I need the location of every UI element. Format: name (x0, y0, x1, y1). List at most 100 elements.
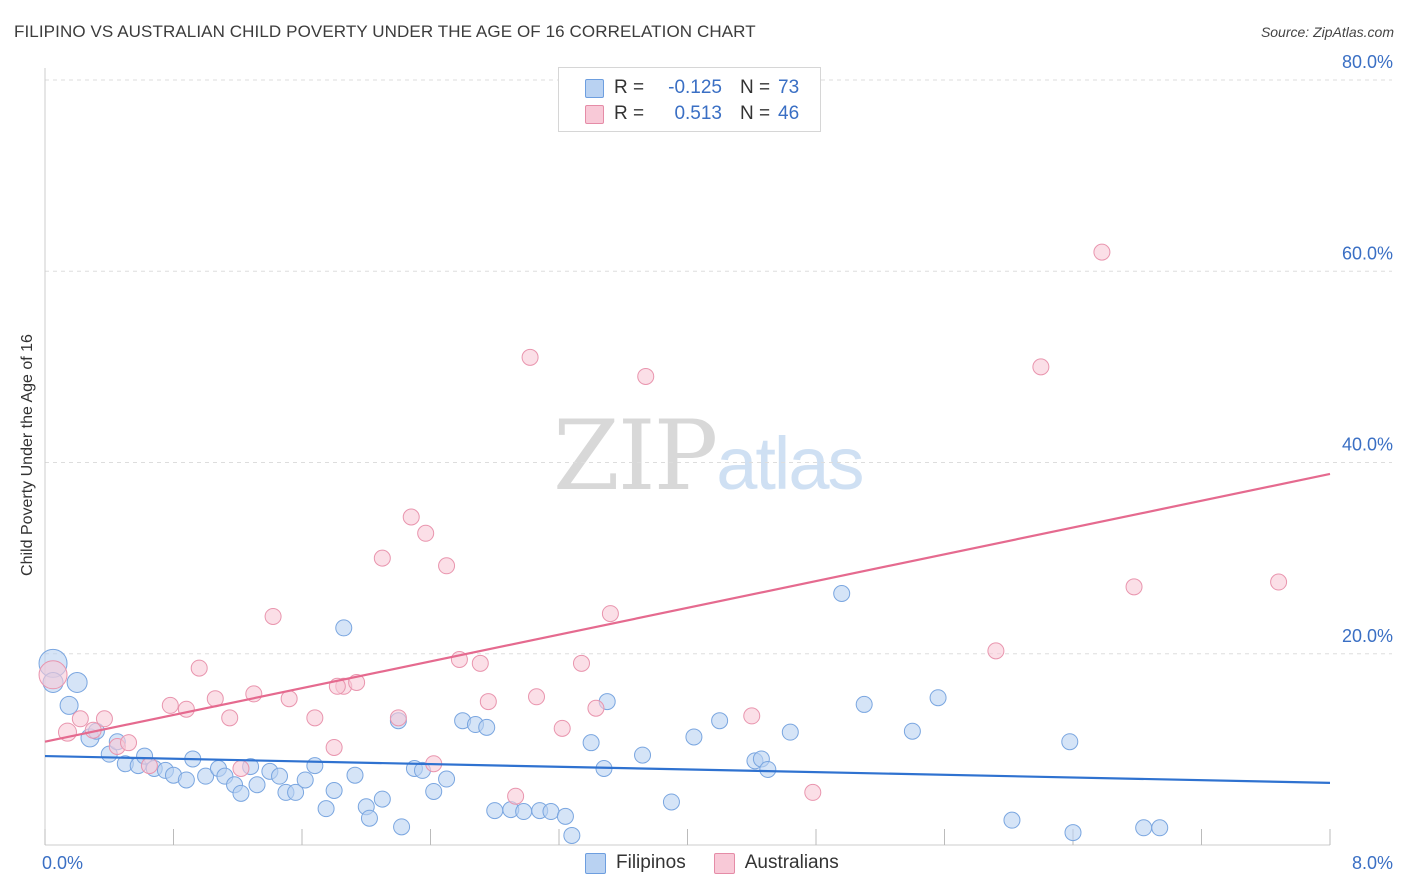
point-australians (1093, 243, 1111, 261)
point-australians (120, 734, 138, 752)
legend-n-value-australians: 46 (778, 103, 800, 124)
point-australians (140, 757, 158, 775)
point-australians (637, 367, 655, 385)
point-filipinos (425, 782, 443, 800)
trendline-filipinos (44, 754, 1331, 784)
series-swatch-filipinos (585, 852, 606, 874)
point-filipinos (833, 585, 851, 603)
legend-n-label: N = (740, 77, 771, 98)
legend-r-label: R = (614, 77, 645, 98)
point-filipinos (634, 746, 652, 764)
point-australians (601, 605, 619, 623)
point-filipinos (177, 771, 195, 789)
point-filipinos (781, 723, 799, 741)
point-australians (743, 707, 761, 725)
point-australians (402, 508, 420, 526)
point-australians (161, 696, 179, 714)
legend-row-australians: R = 0.513 N = 46 (585, 102, 799, 126)
point-filipinos (711, 712, 729, 730)
point-australians (804, 783, 822, 801)
point-filipinos (296, 771, 314, 789)
point-filipinos (662, 793, 680, 811)
point-filipinos (59, 695, 79, 715)
legend-r-value-australians: 0.513 (674, 103, 722, 124)
legend-r-value-filipinos: -0.125 (668, 77, 722, 98)
point-filipinos (929, 689, 947, 707)
point-australians (373, 549, 391, 567)
point-filipinos (346, 766, 364, 784)
point-filipinos (197, 767, 215, 785)
point-filipinos (542, 803, 560, 821)
point-australians (190, 659, 208, 677)
point-australians (95, 710, 113, 728)
point-filipinos (66, 671, 88, 693)
point-australians (528, 688, 546, 706)
legend-swatch-filipinos (585, 78, 604, 98)
point-filipinos (685, 728, 703, 746)
y-tick-label: 60.0% (1342, 243, 1393, 263)
chart-title: FILIPINO VS AUSTRALIAN CHILD POVERTY UND… (14, 22, 756, 41)
point-australians (572, 654, 590, 672)
legend-row-filipinos: R = -0.125 N = 73 (585, 76, 799, 100)
point-filipinos (855, 695, 873, 713)
point-australians (1032, 358, 1050, 376)
y-tick-label: 80.0% (1342, 52, 1393, 72)
source-label: Source: ZipAtlas.com (1260, 24, 1394, 40)
point-filipinos (759, 760, 777, 778)
point-australians (553, 719, 571, 737)
point-australians (325, 738, 343, 756)
point-australians (221, 709, 239, 727)
point-australians (389, 709, 407, 727)
point-filipinos (325, 781, 343, 799)
point-australians (1125, 578, 1143, 596)
legend-n-label: N = (740, 103, 771, 124)
point-filipinos (1003, 811, 1021, 829)
point-filipinos (360, 809, 378, 827)
legend-swatch-australians (585, 104, 604, 124)
point-filipinos (478, 718, 496, 736)
legend-n-value-filipinos: 73 (778, 77, 800, 98)
point-filipinos (556, 807, 574, 825)
point-filipinos (393, 818, 411, 836)
point-australians (438, 557, 456, 575)
point-australians (471, 654, 489, 672)
point-filipinos (373, 790, 391, 808)
point-filipinos (287, 783, 305, 801)
point-australians (417, 524, 435, 542)
correlation-legend: R = -0.125 N = 73 R = 0.513 N = 46 (558, 67, 821, 132)
point-australians (1270, 573, 1288, 591)
series-swatch-australians (713, 852, 735, 874)
point-filipinos (1064, 824, 1082, 842)
point-australians (521, 348, 539, 366)
point-filipinos (306, 757, 324, 775)
point-australians (507, 787, 525, 805)
point-filipinos (1135, 819, 1153, 837)
y-tick-label: 40.0% (1342, 435, 1393, 455)
point-australians (479, 693, 497, 711)
y-axis-label: Child Poverty Under the Age of 16 (19, 334, 36, 576)
x-tick-label-min: 0.0% (42, 853, 83, 873)
point-filipinos (515, 803, 533, 821)
point-filipinos (335, 619, 353, 637)
series-legend-australians[interactable]: Australians (713, 852, 839, 874)
point-australians (232, 760, 250, 777)
series-label-australians: Australians (744, 852, 839, 873)
x-tick-label-max: 8.0% (1352, 853, 1393, 873)
series-legend-filipinos[interactable]: Filipinos (585, 852, 686, 874)
point-australians (38, 660, 68, 690)
point-filipinos (486, 802, 504, 820)
series-legend: Filipinos Australians (585, 852, 867, 874)
point-filipinos (903, 722, 921, 740)
series-label-filipinos: Filipinos (616, 852, 686, 873)
point-filipinos (1061, 733, 1079, 751)
point-australians (306, 709, 324, 727)
point-australians (587, 699, 605, 717)
point-filipinos (232, 784, 250, 802)
trendline-australians (44, 472, 1331, 743)
point-filipinos (1151, 819, 1169, 837)
point-filipinos (271, 767, 289, 785)
point-filipinos (438, 770, 456, 788)
point-australians (987, 642, 1005, 660)
y-tick-label: 20.0% (1342, 626, 1393, 646)
